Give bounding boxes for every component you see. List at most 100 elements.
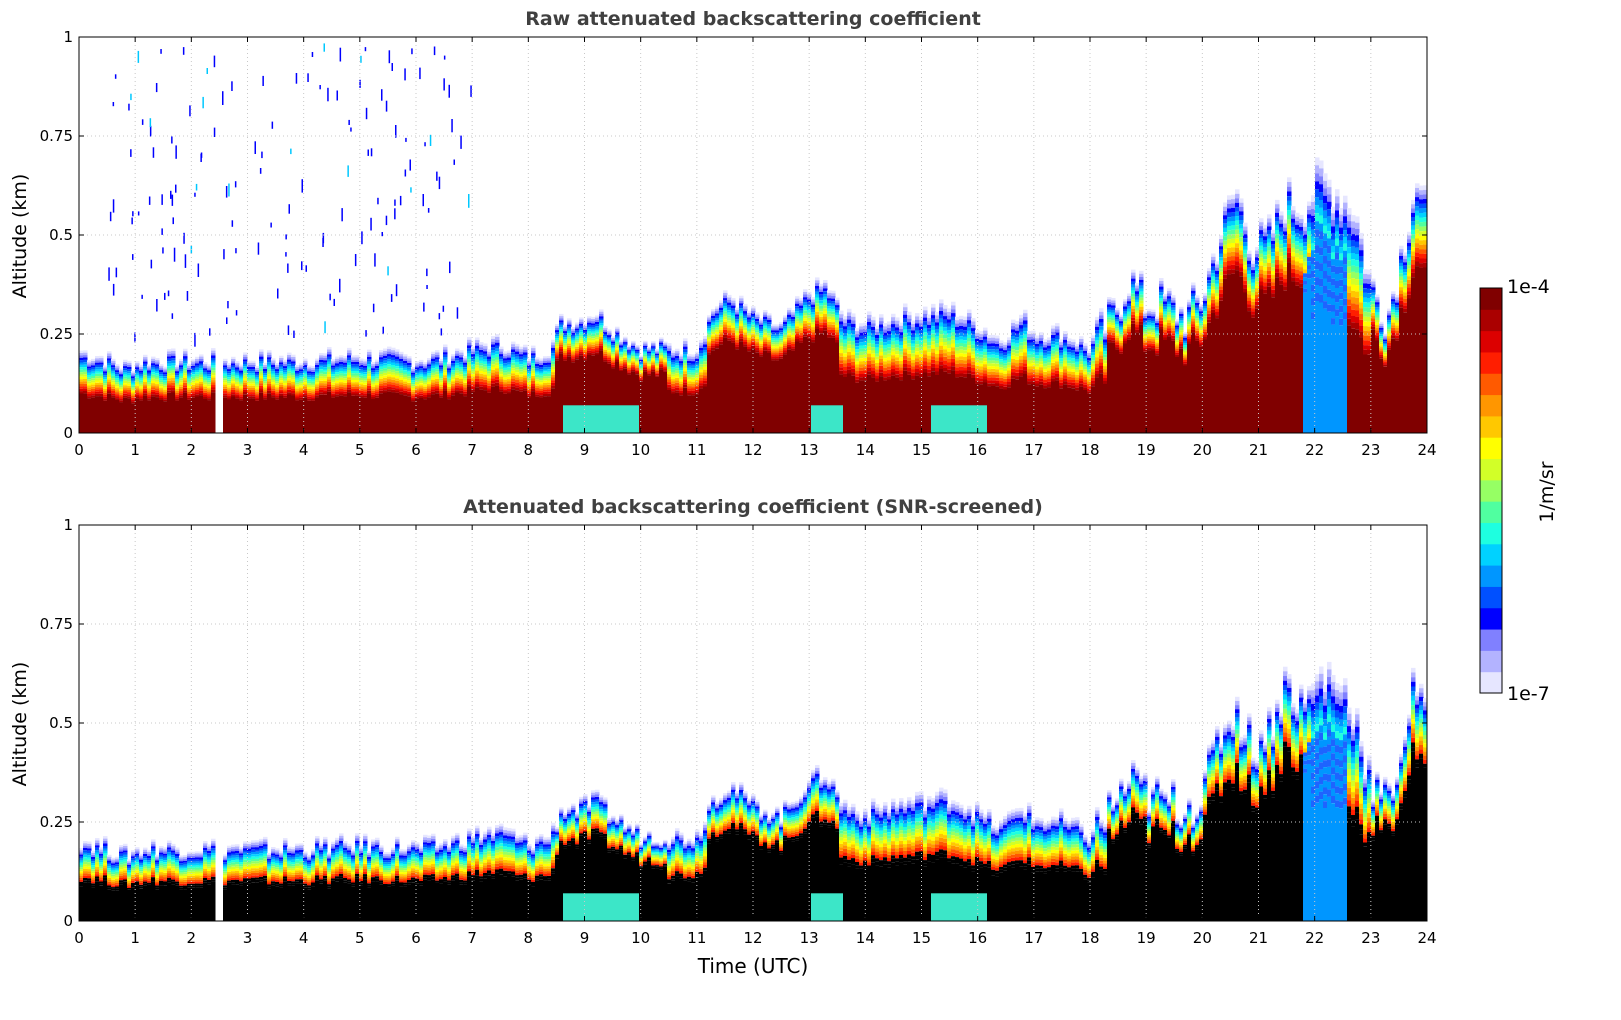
heatmap-cell [855, 340, 860, 344]
heatmap-cell [731, 323, 736, 326]
heatmap-cell [439, 382, 444, 385]
heatmap-cell [287, 357, 292, 360]
heatmap-cell [1023, 363, 1028, 367]
heatmap-cell [851, 320, 856, 324]
heatmap-cell [971, 354, 976, 358]
heatmap-cell [379, 364, 384, 367]
heatmap-cell [83, 367, 88, 370]
heatmap-cell [571, 344, 576, 347]
heatmap-cell [579, 319, 584, 322]
heatmap-cell [799, 313, 804, 316]
heatmap-cell [163, 395, 168, 398]
heatmap-cell [835, 297, 840, 301]
heatmap-cell [811, 405, 816, 433]
heatmap-cell [955, 333, 960, 337]
heatmap-cell [695, 358, 700, 362]
heatmap-cell [1099, 366, 1104, 370]
heatmap-cell [883, 348, 888, 352]
heatmap-cell [343, 376, 348, 379]
heatmap-cell [743, 334, 748, 338]
heatmap-cell [499, 354, 504, 357]
heatmap-cell [923, 306, 928, 311]
heatmap-cell [931, 348, 936, 353]
heatmap-cell [235, 365, 240, 368]
heatmap-cell [587, 335, 592, 338]
heatmap-cell [655, 356, 660, 359]
heatmap-cell [235, 388, 240, 391]
heatmap-cell [427, 362, 432, 365]
heatmap-cell [211, 387, 216, 390]
heatmap-cell [747, 328, 752, 331]
heatmap-cell [443, 359, 448, 363]
heatmap-cell [731, 330, 736, 333]
heatmap-cell [879, 328, 884, 332]
heatmap-cell [271, 375, 276, 378]
heatmap-cell [427, 373, 432, 376]
heatmap-cell [195, 356, 200, 359]
heatmap-cell [615, 352, 620, 355]
heatmap-cell [499, 361, 504, 365]
heatmap-cell [339, 373, 344, 376]
heatmap-cell [371, 364, 376, 367]
heatmap-cell [643, 354, 648, 357]
heatmap-cell [651, 359, 656, 362]
heatmap-cell [119, 389, 124, 391]
heatmap-cell [719, 317, 724, 320]
heatmap-cell [907, 315, 912, 319]
heatmap-cell [443, 382, 448, 386]
heatmap-cell [611, 354, 616, 356]
heatmap-cell [315, 395, 320, 398]
heatmap-cell [1071, 352, 1076, 356]
heatmap-cell [283, 395, 288, 398]
heatmap-cell [439, 367, 444, 370]
heatmap-cell [567, 339, 572, 342]
heatmap-cell [859, 342, 864, 346]
heatmap-cell [239, 372, 244, 375]
heatmap-cell [447, 382, 452, 385]
heatmap-cell [527, 369, 532, 372]
heatmap-cell [995, 360, 1000, 364]
heatmap-cell [883, 370, 888, 374]
heatmap-cell [1011, 359, 1016, 363]
heatmap-cell [427, 388, 432, 391]
heatmap-cell [907, 318, 912, 323]
heatmap-cell [131, 390, 136, 393]
heatmap-cell [1127, 293, 1132, 297]
heatmap-cell [191, 389, 196, 392]
heatmap-cell [735, 321, 740, 324]
heatmap-cell [823, 405, 828, 433]
heatmap-cell [459, 362, 464, 365]
heatmap-cell [995, 335, 1000, 339]
heatmap-cell [1115, 307, 1120, 311]
heatmap-cell [147, 370, 152, 373]
heatmap-cell [551, 369, 556, 373]
heatmap-cell [955, 337, 960, 341]
heatmap-cell [467, 342, 472, 346]
heatmap-cell [471, 374, 476, 377]
heatmap-cell [675, 373, 680, 376]
heatmap-cell [795, 323, 800, 327]
heatmap-cell [571, 354, 576, 357]
heatmap-cell [1047, 340, 1052, 343]
heatmap-cell [251, 379, 256, 382]
heatmap-cell [787, 335, 792, 338]
heatmap-cell [1111, 320, 1116, 323]
heatmap-cell [223, 363, 228, 366]
heatmap-cell [531, 381, 536, 384]
heatmap-cell [247, 392, 252, 395]
heatmap-cell [1015, 330, 1020, 334]
heatmap-cell [1023, 352, 1028, 357]
heatmap-cell [667, 363, 672, 367]
heatmap-cell [827, 306, 832, 309]
heatmap-cell [887, 376, 892, 380]
heatmap-cell [903, 303, 908, 308]
heatmap-cell [151, 372, 156, 375]
heatmap-cell [1051, 369, 1056, 373]
heatmap-cell [983, 342, 988, 346]
heatmap-cell [527, 382, 532, 385]
heatmap-cell [1015, 343, 1020, 347]
heatmap-cell [931, 371, 936, 433]
heatmap-cell [1027, 331, 1032, 334]
heatmap-cell [607, 331, 612, 334]
heatmap-cell [415, 384, 420, 387]
